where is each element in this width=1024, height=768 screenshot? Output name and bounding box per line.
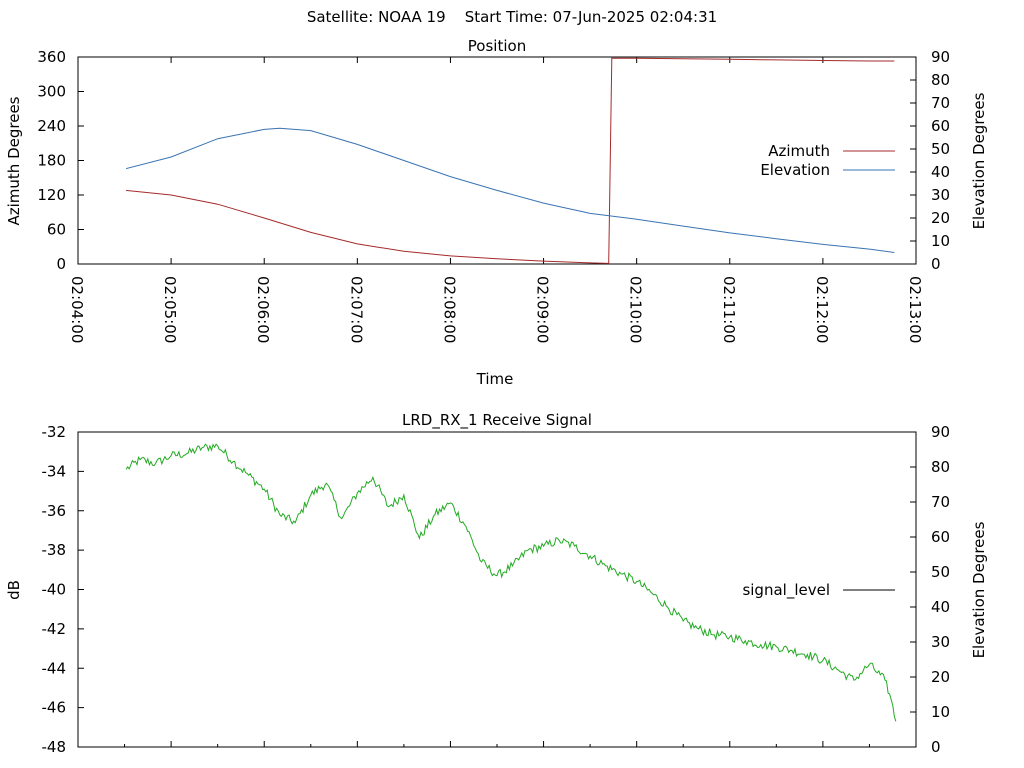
signal-y2-ticks: 0 10 20 30 40 50 60 70 80 90 <box>910 423 950 756</box>
position-x-tick-label: 02:05:00 <box>161 276 179 343</box>
legend-label-signal-level: signal_level <box>742 581 830 600</box>
legend-label-azimuth: Azimuth <box>768 142 830 160</box>
signal-y-axis-label: dB <box>5 580 23 600</box>
position-x-tick-label: 02:10:00 <box>627 276 645 343</box>
signal-y2-tick-label: 80 <box>931 458 950 476</box>
signal-chart: LRD_RX_1 Receive Signal -48-46-44-42-40-… <box>5 411 988 756</box>
signal-y2-axis-label: Elevation Degrees <box>970 521 988 658</box>
position-y-tick-label: 120 <box>37 186 66 204</box>
signal-y-tick-label: -40 <box>42 581 67 599</box>
position-x-tick-label: 02:12:00 <box>813 276 831 343</box>
position-x-tick-label: 02:11:00 <box>720 276 738 343</box>
position-y-tick-label: 300 <box>37 83 66 101</box>
position-x-tick-label: 02:07:00 <box>347 276 365 343</box>
signal-y-tick-label: -46 <box>42 699 67 717</box>
legend-label-elevation: Elevation <box>760 161 830 179</box>
signal-y2-tick-label: 30 <box>931 633 950 651</box>
signal-y2-tick-label: 90 <box>931 423 950 441</box>
position-y2-tick-label: 40 <box>931 163 950 181</box>
signal-y-tick-label: -48 <box>42 738 67 756</box>
position-y-tick-label: 60 <box>47 221 66 239</box>
signal-y2-tick-label: 60 <box>931 528 950 546</box>
position-series <box>125 57 895 264</box>
signal-legend: signal_level <box>742 581 895 600</box>
signal-y-ticks: -48 -46 -44 -42 -40 -38 -36 -34 -32 <box>42 423 84 756</box>
signal-y2-tick-label: 70 <box>931 493 950 511</box>
position-y2-tick-label: 60 <box>931 117 950 135</box>
position-y-tick-label: 360 <box>37 48 66 66</box>
position-y2-tick-label: 20 <box>931 209 950 227</box>
position-y2-tick-label: 10 <box>931 232 950 250</box>
position-x-ticks: 02:04:00 02:05:00 02:06:00 02:07:00 02:08:00… <box>68 57 924 343</box>
page-title: Satellite: NOAA 19 Start Time: 07-Jun-20… <box>306 8 718 26</box>
signal-y2-tick-label: 50 <box>931 563 950 581</box>
position-y-ticks: 0 60 120 180 240 300 360 <box>37 48 84 273</box>
signal-x-ticks <box>77 741 917 747</box>
signal-y-tick-label: -44 <box>42 659 67 677</box>
position-y-tick-label: 0 <box>56 255 66 273</box>
signal-series <box>125 443 897 722</box>
position-x-tick-label: 02:13:00 <box>906 276 924 343</box>
signal-y-tick-label: -34 <box>42 462 67 480</box>
signal-chart-title: LRD_RX_1 Receive Signal <box>402 411 592 430</box>
signal-y2-tick-label: 10 <box>931 703 950 721</box>
position-y-tick-label: 240 <box>37 117 66 135</box>
position-y2-tick-label: 80 <box>931 71 950 89</box>
position-x-axis-label: Time <box>476 370 514 388</box>
position-x-tick-label: 02:04:00 <box>68 276 86 343</box>
position-y2-tick-label: 30 <box>931 186 950 204</box>
position-x-tick-label: 02:08:00 <box>440 276 458 343</box>
position-y-tick-label: 180 <box>37 152 66 170</box>
position-chart: Position 0 60 120 180 240 300 360 0 10 20 30 40 50 6… <box>5 37 988 388</box>
position-y2-tick-label: 50 <box>931 140 950 158</box>
signal-y2-tick-label: 40 <box>931 598 950 616</box>
position-legend: Azimuth Elevation <box>760 142 895 179</box>
position-x-tick-label: 02:06:00 <box>254 276 272 343</box>
elevation-line <box>125 127 895 253</box>
signal-level-line <box>125 443 897 722</box>
position-y2-tick-label: 70 <box>931 94 950 112</box>
position-y-axis-label: Azimuth Degrees <box>5 96 23 225</box>
position-chart-title: Position <box>468 37 526 55</box>
position-y2-tick-label: 90 <box>931 48 950 66</box>
signal-y-tick-label: -36 <box>42 502 67 520</box>
signal-y2-tick-label: 0 <box>931 738 941 756</box>
position-y2-ticks: 0 10 20 30 40 50 60 70 80 90 <box>910 48 950 273</box>
signal-y-tick-label: -38 <box>42 541 67 559</box>
position-y2-axis-label: Elevation Degrees <box>970 92 988 229</box>
signal-y2-tick-label: 20 <box>931 668 950 686</box>
position-x-tick-label: 02:09:00 <box>534 276 552 343</box>
azimuth-line <box>126 57 895 264</box>
signal-y-tick-label: -32 <box>42 423 67 441</box>
position-y2-tick-label: 0 <box>931 255 941 273</box>
signal-y-tick-label: -42 <box>42 620 67 638</box>
